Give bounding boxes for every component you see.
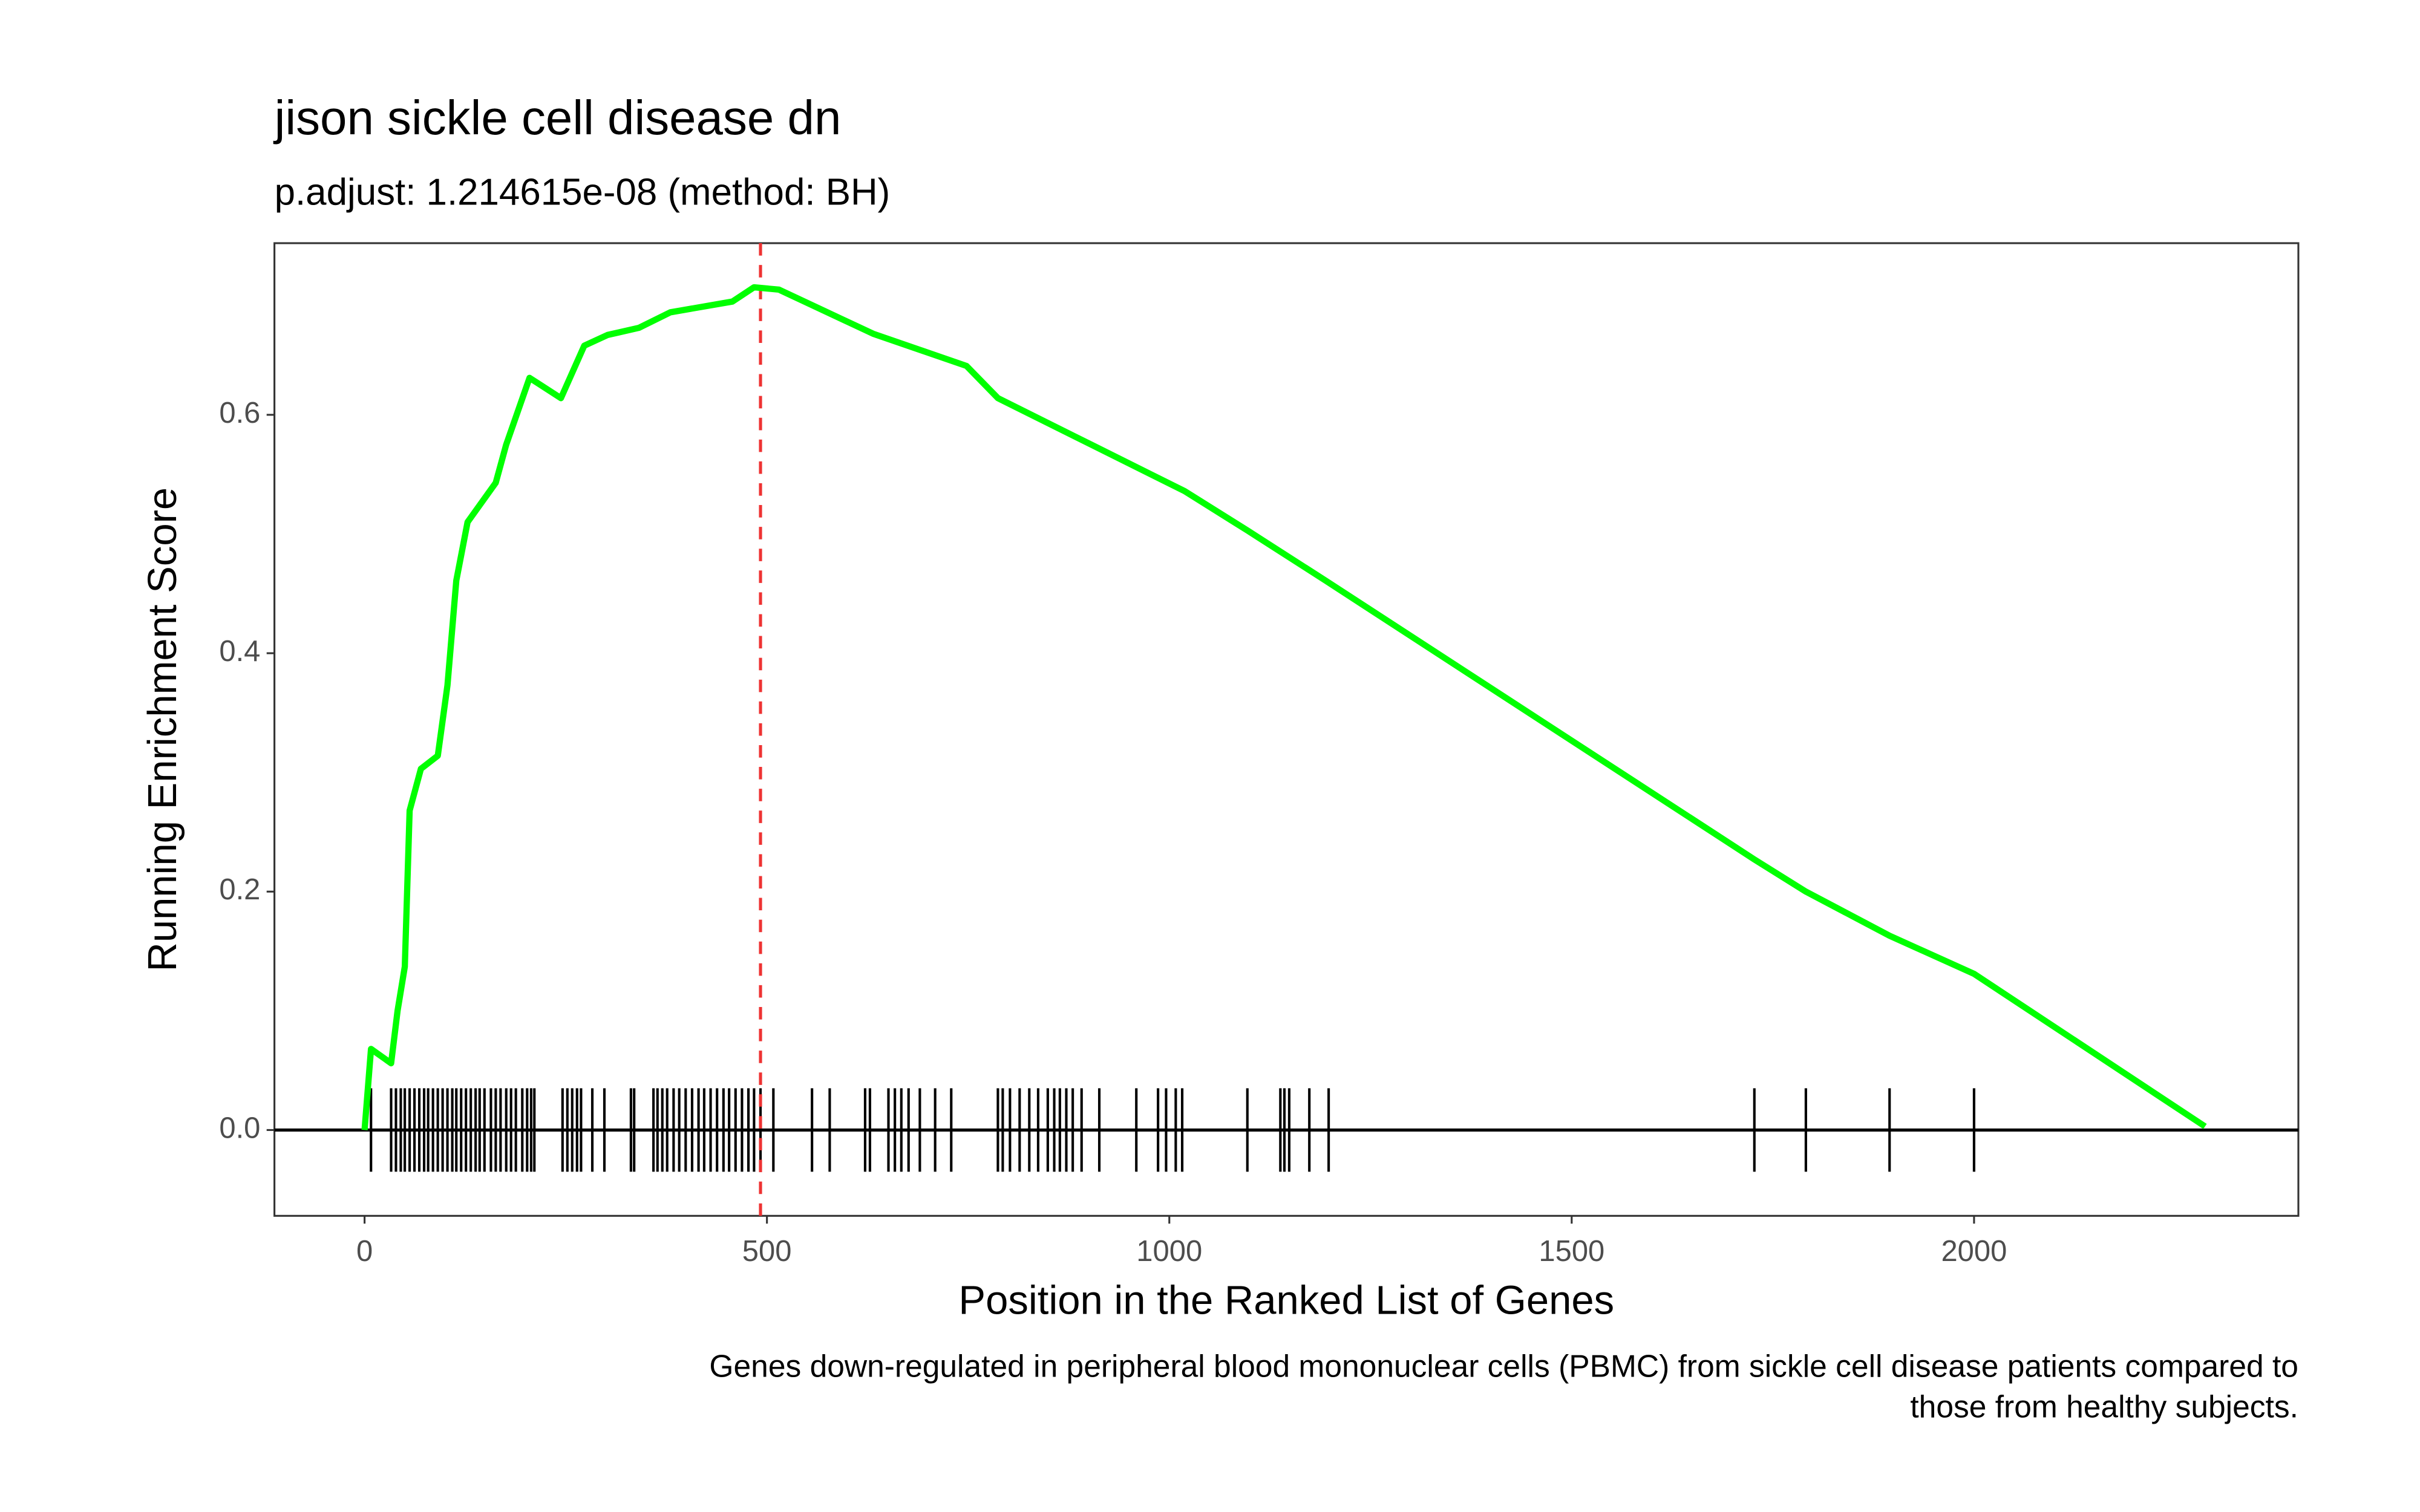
caption-line: those from healthy subjects. [1910, 1389, 2298, 1424]
x-tick-label: 1000 [1136, 1235, 1202, 1268]
x-axis-title: Position in the Ranked List of Genes [958, 1277, 1614, 1323]
chart-subtitle: p.adjust: 1.214615e-08 (method: BH) [275, 172, 891, 213]
y-tick-label: 0.6 [219, 397, 260, 429]
y-tick-label: 0.2 [219, 873, 260, 906]
caption-line: Genes down-regulated in peripheral blood… [709, 1348, 2298, 1383]
plot-panel [273, 242, 2300, 1217]
chart-title: jison sickle cell disease dn [273, 91, 842, 145]
y-axis-title: Running Enrichment Score [140, 487, 185, 972]
x-tick-label: 500 [742, 1235, 792, 1268]
es-line [361, 284, 2207, 1130]
y-tick-label: 0.4 [219, 635, 260, 668]
y-tick-label: 0.0 [219, 1112, 260, 1144]
x-tick-label: 1500 [1539, 1235, 1604, 1268]
x-tick-label: 2000 [1941, 1235, 2007, 1268]
x-tick-label: 0 [356, 1235, 373, 1268]
